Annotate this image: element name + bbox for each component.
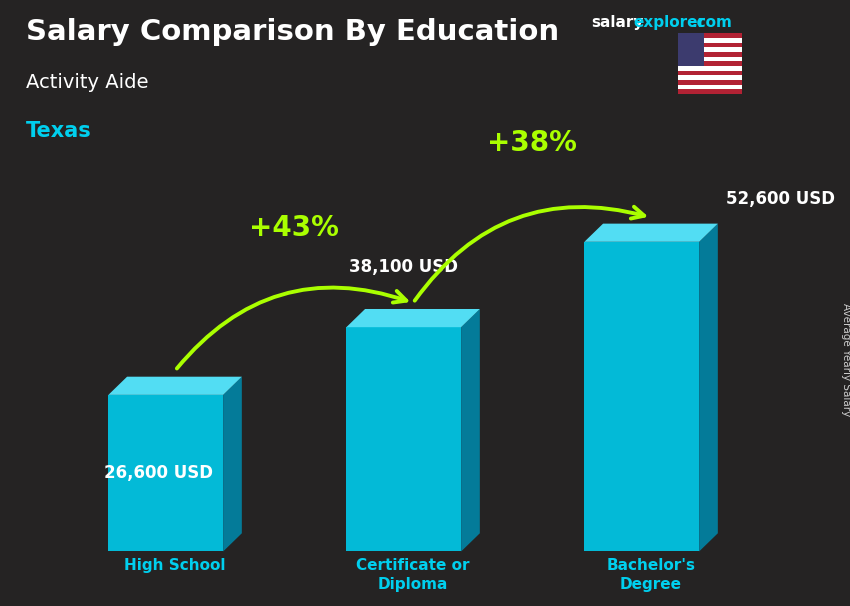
Polygon shape (109, 377, 241, 395)
Text: 52,600 USD: 52,600 USD (726, 190, 836, 208)
Text: 26,600 USD: 26,600 USD (104, 464, 213, 482)
Bar (678, 80, 742, 85)
Bar (678, 71, 742, 75)
Text: Texas: Texas (26, 121, 91, 141)
Bar (678, 42, 742, 47)
Bar (678, 47, 742, 52)
Polygon shape (584, 224, 717, 242)
Bar (584, 242, 699, 551)
Text: Bachelor's
Degree: Bachelor's Degree (607, 558, 695, 592)
Polygon shape (223, 377, 241, 551)
Bar (678, 89, 742, 94)
Text: Activity Aide: Activity Aide (26, 73, 148, 92)
Text: salary: salary (591, 15, 643, 30)
Polygon shape (347, 309, 479, 327)
Bar (678, 33, 704, 66)
Bar (678, 75, 742, 80)
FancyArrowPatch shape (177, 288, 406, 368)
Text: +43%: +43% (249, 215, 339, 242)
Bar (678, 56, 742, 61)
Text: Certificate or
Diploma: Certificate or Diploma (356, 558, 470, 592)
Text: High School: High School (124, 558, 226, 573)
Text: explorer: explorer (633, 15, 706, 30)
Polygon shape (699, 224, 717, 551)
Bar (109, 395, 223, 551)
Polygon shape (461, 309, 479, 551)
Bar (678, 66, 742, 71)
Text: Average Yearly Salary: Average Yearly Salary (841, 303, 850, 416)
Bar (678, 52, 742, 56)
Bar (678, 61, 742, 66)
Bar (678, 85, 742, 89)
Bar (678, 38, 742, 42)
FancyArrowPatch shape (415, 207, 644, 301)
Text: Salary Comparison By Education: Salary Comparison By Education (26, 18, 558, 46)
Bar (678, 33, 742, 38)
Text: 38,100 USD: 38,100 USD (349, 258, 458, 276)
Text: +38%: +38% (487, 129, 577, 157)
Text: .com: .com (691, 15, 732, 30)
Bar (347, 327, 461, 551)
